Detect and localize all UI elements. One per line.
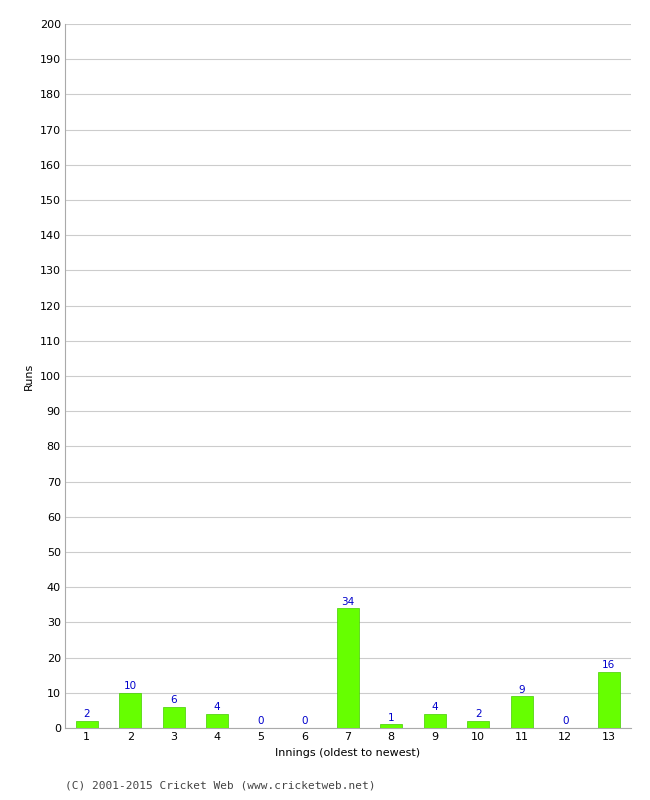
- Bar: [424, 714, 446, 728]
- Bar: [163, 707, 185, 728]
- X-axis label: Innings (oldest to newest): Innings (oldest to newest): [275, 748, 421, 758]
- Text: 10: 10: [124, 681, 136, 691]
- Text: 9: 9: [519, 685, 525, 694]
- Text: 2: 2: [475, 709, 482, 719]
- Bar: [120, 693, 141, 728]
- Bar: [337, 608, 359, 728]
- Y-axis label: Runs: Runs: [24, 362, 34, 390]
- Text: 4: 4: [214, 702, 220, 712]
- Text: 34: 34: [341, 597, 354, 606]
- Text: 4: 4: [432, 702, 438, 712]
- Bar: [380, 725, 402, 728]
- Bar: [467, 721, 489, 728]
- Bar: [76, 721, 98, 728]
- Text: 6: 6: [170, 695, 177, 705]
- Text: 2: 2: [83, 709, 90, 719]
- Bar: [511, 696, 532, 728]
- Text: 0: 0: [257, 716, 264, 726]
- Text: 0: 0: [301, 716, 307, 726]
- Text: (C) 2001-2015 Cricket Web (www.cricketweb.net): (C) 2001-2015 Cricket Web (www.cricketwe…: [65, 781, 376, 790]
- Bar: [207, 714, 228, 728]
- Text: 1: 1: [388, 713, 395, 722]
- Bar: [598, 672, 619, 728]
- Text: 0: 0: [562, 716, 569, 726]
- Text: 16: 16: [602, 660, 616, 670]
